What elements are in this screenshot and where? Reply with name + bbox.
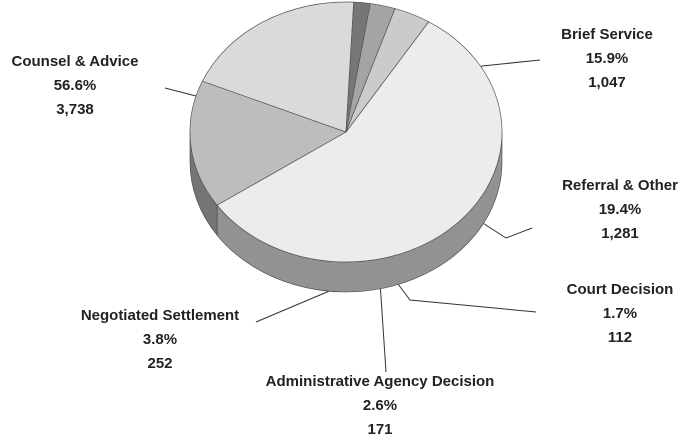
count-label: 171 <box>367 421 392 438</box>
slice <box>201 1 355 133</box>
count-label: 3,738 <box>56 101 94 118</box>
leader-line <box>379 281 387 373</box>
count-label: 252 <box>147 355 172 372</box>
slice-label: Brief Service <box>561 26 653 43</box>
slice <box>216 21 503 263</box>
slice-label: Counsel & Advice <box>12 53 139 70</box>
slice-label: Administrative Agency Decision <box>266 373 495 390</box>
percent-label: 1.7% <box>603 305 637 322</box>
slice-label: Negotiated Settlement <box>81 307 239 324</box>
slice-label: Court Decision <box>567 281 674 298</box>
leader-line <box>397 283 537 313</box>
leader-line <box>164 87 197 97</box>
percent-label: 3.8% <box>143 331 177 348</box>
leader-line <box>477 219 533 239</box>
percent-label: 56.6% <box>54 77 97 94</box>
leader-lines <box>164 59 541 373</box>
percent-label: 19.4% <box>599 201 642 218</box>
slice <box>189 80 347 206</box>
count-label: 1,281 <box>601 225 639 242</box>
percent-label: 2.6% <box>363 397 397 414</box>
slice <box>345 8 430 133</box>
percent-label: 15.9% <box>586 50 629 67</box>
slice-label: Referral & Other <box>562 177 678 194</box>
count-label: 112 <box>608 329 632 346</box>
count-label: 1,047 <box>588 74 626 91</box>
